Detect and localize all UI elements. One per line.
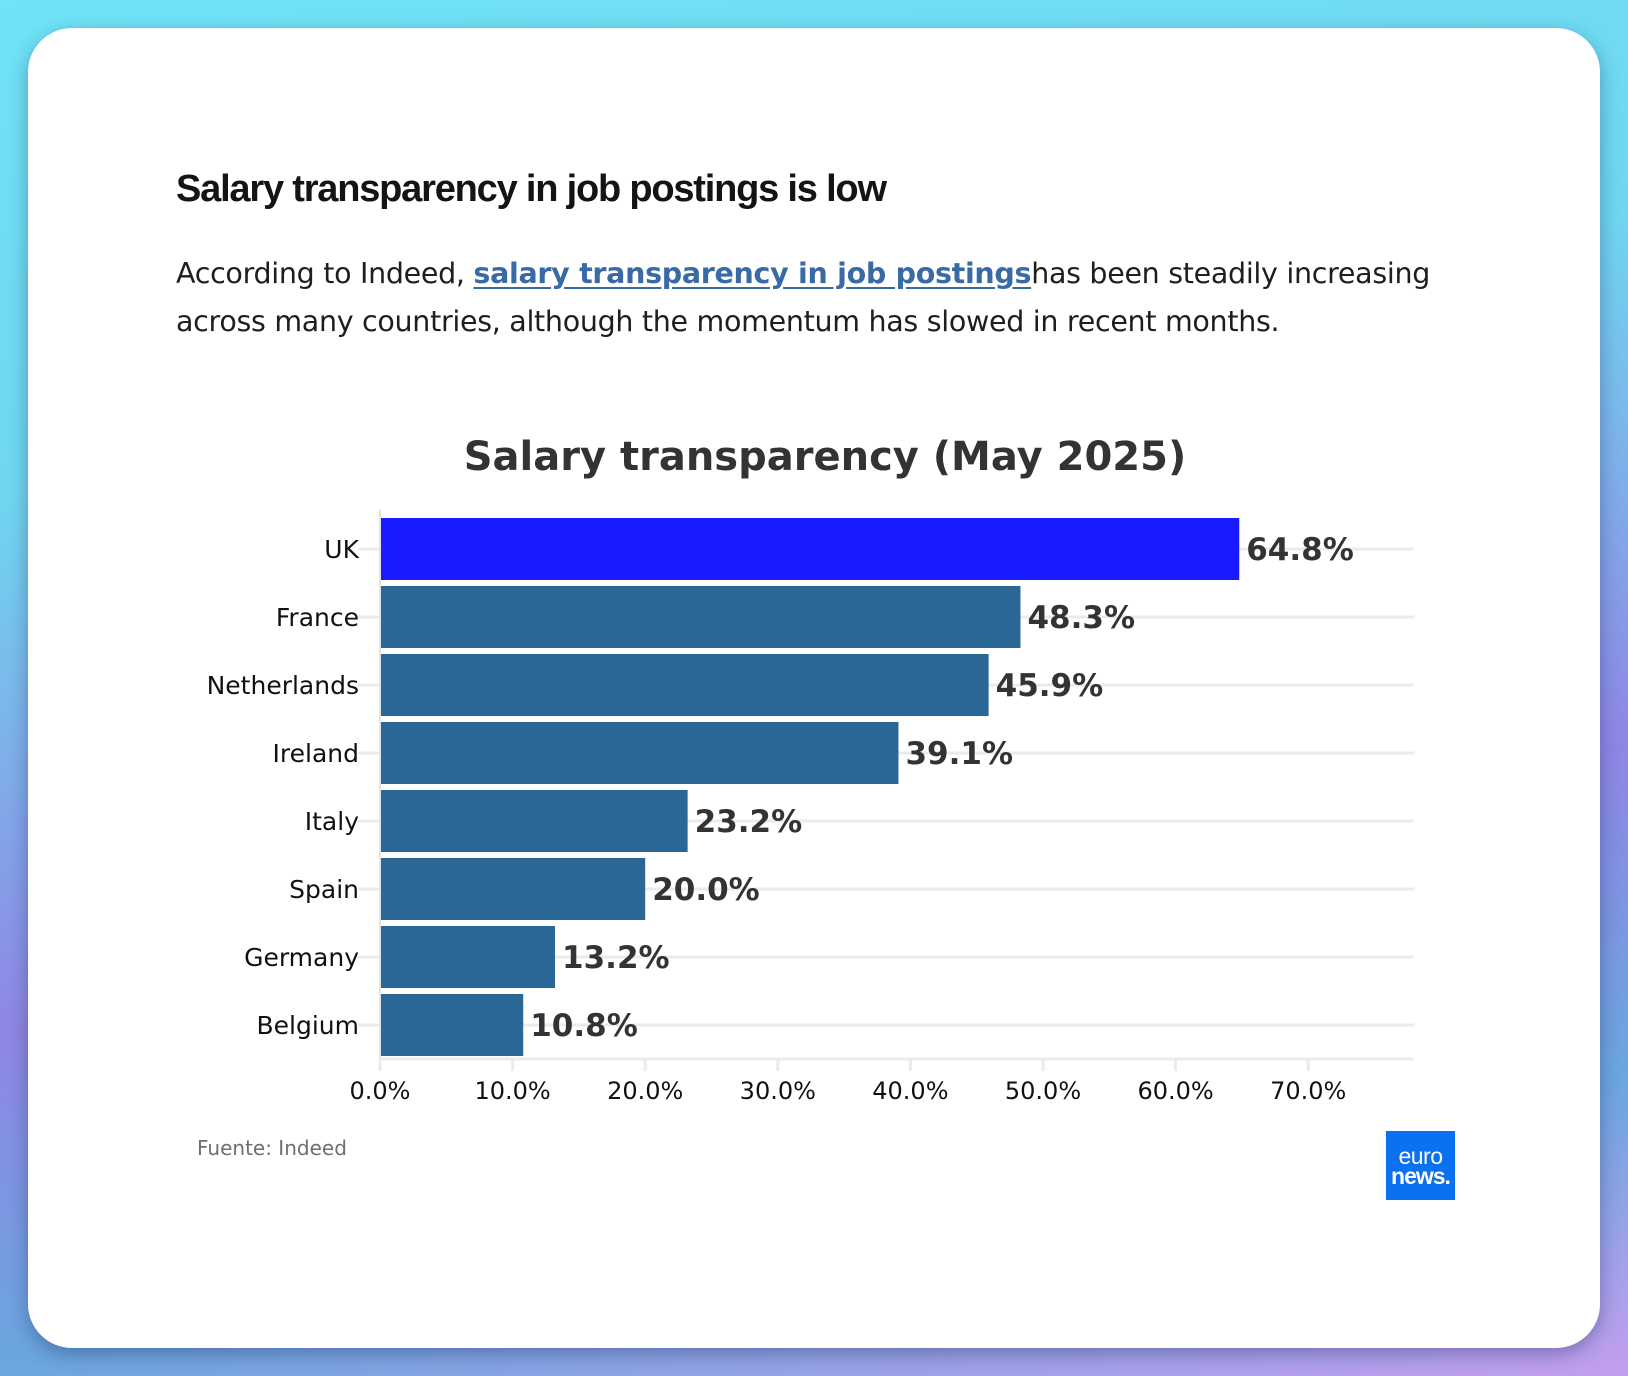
value-label: 39.1%: [905, 736, 1013, 772]
x-tick-label: 20.0%: [607, 1077, 683, 1105]
value-label: 48.3%: [1027, 600, 1135, 636]
bar-ireland: [380, 722, 899, 784]
value-label: 45.9%: [996, 668, 1104, 704]
bar-netherlands: [380, 654, 989, 716]
value-label: 13.2%: [562, 940, 670, 976]
category-label: Belgium: [257, 1011, 360, 1040]
value-label: 20.0%: [652, 872, 760, 908]
category-labels: UK France Netherlands Ireland Italy Spain Germ…: [207, 535, 360, 1040]
bar-uk: [380, 518, 1240, 580]
bars: [380, 518, 1240, 1056]
x-tick-label: 50.0%: [1005, 1077, 1081, 1105]
euronews-logo: euro news.: [1386, 1131, 1455, 1200]
x-tick-label: 0.0%: [350, 1077, 411, 1105]
source-note: Fuente: Indeed: [197, 1136, 347, 1160]
bar-italy: [380, 790, 688, 852]
x-tick-label: 40.0%: [872, 1077, 948, 1105]
x-tick-label: 10.0%: [474, 1077, 550, 1105]
value-label: 23.2%: [695, 804, 803, 840]
intro-text-before: According to Indeed,: [176, 257, 474, 290]
value-label: 64.8%: [1246, 532, 1354, 568]
x-tick-label: 30.0%: [740, 1077, 816, 1105]
bar-belgium: [380, 994, 524, 1056]
x-axis: 0.0% 10.0% 20.0% 30.0% 40.0% 50.0% 60.0% 70.0%: [350, 510, 1415, 1105]
x-tick-label: 60.0%: [1137, 1077, 1213, 1105]
x-tick-label: 70.0%: [1270, 1077, 1346, 1105]
category-label: Germany: [244, 943, 359, 972]
intro-link[interactable]: salary transparency in job postings: [473, 257, 1032, 290]
logo-line-2: news.: [1391, 1162, 1451, 1189]
intro-text-after: has been steadily increasing across many…: [176, 257, 1431, 338]
headline: Salary transparency in job postings is l…: [176, 168, 887, 210]
value-label: 10.8%: [530, 1008, 638, 1044]
category-label: Italy: [305, 807, 359, 836]
bar-germany: [380, 926, 556, 988]
intro-paragraph: According to Indeed, salary transparency…: [176, 250, 1436, 346]
logo-line-1: euro: [1398, 1142, 1443, 1169]
category-label: Spain: [289, 875, 359, 904]
category-label: France: [276, 603, 359, 632]
category-label: Netherlands: [207, 671, 359, 700]
category-label: Ireland: [273, 739, 359, 768]
value-labels: 64.8% 48.3% 45.9% 39.1% 23.2% 20.0% 13.2% 10.8%: [530, 532, 1354, 1044]
category-label: UK: [324, 535, 359, 564]
bar-spain: [380, 858, 646, 920]
bar-france: [380, 586, 1021, 648]
chart-title: Salary transparency (May 2025): [464, 434, 1186, 480]
